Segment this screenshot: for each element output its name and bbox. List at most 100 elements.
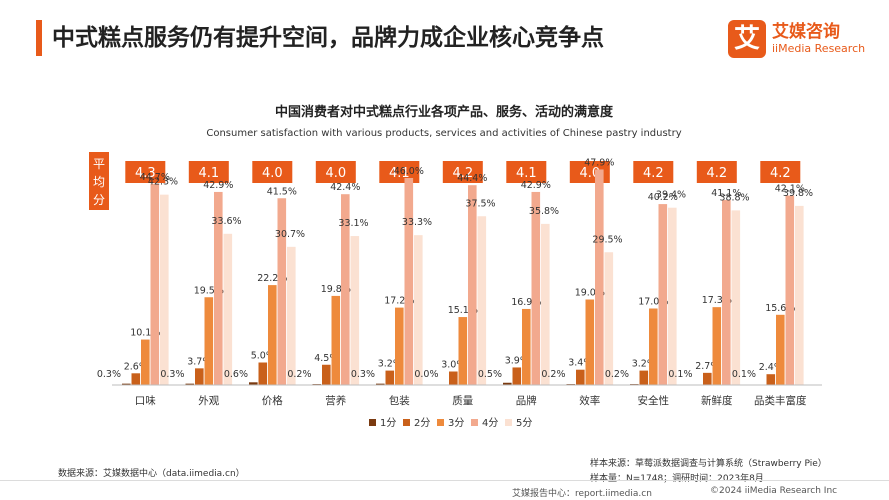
category-label: 新鲜度 xyxy=(701,394,733,407)
avg-score-label: 4.2 xyxy=(770,166,791,181)
data-label: 19.8% xyxy=(321,284,351,295)
data-label: 3.2% xyxy=(378,359,402,370)
chart-subtitle: Consumer satisfaction with various produ… xyxy=(206,128,681,139)
bar-2-point xyxy=(512,367,522,385)
report-center-link[interactable]: 艾媒报告中心：report.iimedia.cn xyxy=(512,489,652,499)
category-label: 安全性 xyxy=(638,394,670,407)
bar-2-point xyxy=(703,372,712,385)
data-label: 15.1% xyxy=(448,305,478,316)
avg-score-label: 4.1 xyxy=(516,166,537,181)
bar-2-point xyxy=(576,369,585,385)
bar-2-point xyxy=(195,368,204,385)
bar-3-point xyxy=(204,297,214,385)
data-label: 41.1% xyxy=(711,188,741,199)
slide-title: 中式糕点服务仍有提升空间，品牌力成企业核心竞争点 xyxy=(52,25,604,51)
data-label: 2.7% xyxy=(695,361,719,372)
avg-label-char: 分 xyxy=(93,193,105,207)
bar-3-point xyxy=(649,308,658,385)
data-label: 35.8% xyxy=(529,206,559,217)
legend-label: 3分 xyxy=(448,417,464,429)
logo-name-en: iiMedia Research xyxy=(772,42,866,55)
bar-3-point xyxy=(395,307,404,385)
bar-3-point xyxy=(712,307,722,385)
bar-3-point xyxy=(585,299,595,385)
bar-1-point xyxy=(122,383,131,385)
avg-score-label: 4.0 xyxy=(325,166,346,181)
data-label: 2.6% xyxy=(124,361,148,372)
bar-3-point xyxy=(268,285,277,385)
data-label: 0.1% xyxy=(732,369,756,380)
avg-score-label: 4.0 xyxy=(579,166,600,181)
bar-5-point xyxy=(731,210,741,385)
data-label: 40.2% xyxy=(648,192,678,203)
data-label: 46.0% xyxy=(394,166,424,177)
data-label: 0.2% xyxy=(541,369,565,380)
bar-5-point xyxy=(350,236,360,385)
avg-score-label: 4.3 xyxy=(135,166,156,181)
category-label: 品牌 xyxy=(516,394,537,407)
data-label: 0.3% xyxy=(97,369,121,380)
bar-4-point xyxy=(277,198,287,385)
legend-swatch xyxy=(437,419,444,426)
avg-label-char: 平 xyxy=(93,157,105,171)
bar-5-point xyxy=(160,194,169,385)
bar-3-point xyxy=(522,308,531,385)
data-label: 42.1% xyxy=(775,184,805,195)
legend-label: 4分 xyxy=(482,417,498,429)
bar-2-point xyxy=(449,371,458,385)
logo-name-cn: 艾媒咨询 xyxy=(772,22,840,42)
bar-4-point xyxy=(150,183,160,385)
copyright-text: ©2024 iiMedia Research Inc xyxy=(710,486,838,496)
legend-label: 2分 xyxy=(414,417,430,429)
bar-1-point xyxy=(185,383,195,385)
data-label: 0.2% xyxy=(605,369,629,380)
bar-5-point xyxy=(541,223,550,385)
data-label: 37.5% xyxy=(465,198,495,209)
avg-label-char: 均 xyxy=(93,175,105,189)
avg-score-badge xyxy=(696,161,737,183)
legend-swatch xyxy=(505,419,512,426)
bar-5-point xyxy=(414,235,423,385)
bar-1-point xyxy=(503,382,512,385)
bar-1-point xyxy=(376,383,385,385)
avg-score-label: 4.1 xyxy=(389,166,410,181)
avg-label-box xyxy=(89,152,109,210)
legend-swatch xyxy=(403,419,410,426)
data-label: 17.3% xyxy=(702,295,732,306)
data-label: 5.0% xyxy=(251,351,275,362)
bar-5-point xyxy=(795,205,804,385)
data-label: 15.6% xyxy=(765,303,795,314)
category-label: 包装 xyxy=(389,394,410,407)
logo-mark-icon: 艾 xyxy=(728,20,766,58)
bar-2-point xyxy=(131,373,141,385)
legend-label: 5分 xyxy=(516,417,532,429)
data-label: 38.8% xyxy=(719,192,749,203)
bar-2-point xyxy=(385,370,395,385)
bar-5-point xyxy=(287,246,296,385)
category-label: 质量 xyxy=(452,395,473,407)
data-label: 47.9% xyxy=(584,157,614,168)
category-label: 效率 xyxy=(579,394,600,407)
data-label: 42.9% xyxy=(203,180,233,191)
category-label: 品类丰富度 xyxy=(754,394,807,407)
data-label: 3.7% xyxy=(187,356,211,367)
data-label: 30.7% xyxy=(275,229,305,240)
bar-4-point xyxy=(468,185,477,385)
avg-score-badge xyxy=(315,161,356,183)
data-label: 44.4% xyxy=(457,173,487,184)
data-label: 0.6% xyxy=(224,369,248,380)
bar-3-point xyxy=(776,314,785,385)
avg-score-badge xyxy=(379,161,420,183)
avg-score-badge xyxy=(252,161,293,183)
category-label: 价格 xyxy=(262,394,283,407)
data-label: 0.2% xyxy=(287,369,311,380)
data-label: 39.8% xyxy=(783,188,813,199)
data-label: 0.3% xyxy=(351,369,375,380)
avg-score-badge xyxy=(506,161,547,183)
bar-4-point xyxy=(658,204,668,385)
satisfaction-chart: 中国消费者对中式糕点行业各项产品、服务、活动的满意度 Consumer satis… xyxy=(89,104,822,429)
data-label: 42.9% xyxy=(521,180,551,191)
category-label: 外观 xyxy=(198,395,219,407)
data-label: 33.6% xyxy=(211,216,241,227)
